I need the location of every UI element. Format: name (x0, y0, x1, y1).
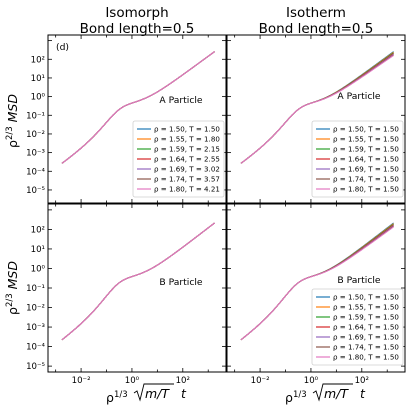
column-title-right-line2: Bond length=0.5 (259, 21, 374, 37)
y-tick-label: 10⁻⁴ (26, 343, 45, 353)
svg-text:ρ2/3 MSD: ρ2/3 MSD (5, 94, 20, 148)
legend-entry: ρ = 1.69, T = 3.02 (154, 165, 220, 174)
xlabel-tail: t (360, 386, 366, 401)
x-tick-label: 10² (176, 376, 190, 386)
xlabel-rad: m/T (324, 386, 349, 401)
legend-entry: ρ = 1.55, T = 1.50 (333, 303, 399, 312)
particle-label: B Particle (337, 275, 381, 286)
xlabel-base: ρ (285, 390, 293, 405)
y-axis-label-bottom: ρ2/3 MSD (5, 261, 20, 315)
x-tick-label: 10⁻² (251, 376, 270, 386)
series-line (240, 54, 394, 164)
ylabel-tail: MSD (5, 94, 20, 123)
y-tick-label: 10⁻⁴ (26, 167, 45, 177)
legend-entry: ρ = 1.74, T = 1.50 (333, 175, 399, 184)
particle-label: A Particle (159, 95, 202, 106)
y-tick-label: 10⁻¹ (26, 284, 45, 294)
y-tick-label: 10⁻² (26, 304, 45, 314)
x-tick-label: 10⁰ (304, 376, 319, 386)
xlabel-rad: m/T (145, 386, 170, 401)
y-tick-label: 10⁻³ (26, 323, 45, 333)
legend-entry: ρ = 1.59, T = 1.50 (333, 145, 399, 154)
axes-frame (226, 34, 406, 204)
panel-top-right: A Particle ρ = 1.50, T = 1.50ρ = 1.55, T … (226, 34, 406, 204)
legend-box (311, 288, 404, 366)
legend-entry: ρ = 1.59, T = 1.50 (333, 313, 399, 322)
ylabel-exp: 2/3 (5, 126, 15, 140)
x-tick-label: 10⁰ (125, 376, 140, 386)
y-tick-label: 10⁻⁵ (26, 186, 45, 196)
legend-entry: ρ = 1.64, T = 2.55 (154, 155, 220, 164)
svg-text:ρ2/3 MSD: ρ2/3 MSD (5, 261, 20, 315)
legend-box (311, 120, 404, 198)
legend-entry: ρ = 1.74, T = 1.50 (333, 343, 399, 352)
y-tick-label: 10⁰ (31, 93, 46, 103)
column-title-left-line2: Bond length=0.5 (80, 21, 195, 37)
svg-text:ρ1/3: ρ1/3 (106, 390, 128, 405)
column-title-right-line1: Isotherm (286, 5, 346, 21)
y-tick-label: 10¹ (31, 74, 45, 84)
legend-entry: ρ = 1.50, T = 1.50 (333, 293, 399, 302)
xlabel-exp: 1/3 (114, 390, 128, 400)
particle-label: A Particle (337, 91, 380, 102)
y-tick-label: 10⁻³ (26, 149, 45, 159)
svg-text:ρ1/3: ρ1/3 (285, 390, 307, 405)
legend-entry: ρ = 1.80, T = 1.50 (333, 185, 399, 194)
x-tick-label: 10⁻² (72, 376, 91, 386)
axes-frame (47, 34, 227, 204)
legend-entry: ρ = 1.80, T = 1.50 (333, 353, 399, 362)
y-axis-label-top: ρ2/3 MSD (5, 94, 20, 148)
column-title-left-line1: Isomorph (105, 5, 168, 21)
panel-bottom-left: 10⁻⁵ 10⁻⁴ 10⁻³ 10⁻² 10⁻¹ 10⁰ 10¹ 10² 10⁻² 10⁰ 10² B… (26, 203, 227, 386)
y-tick-label: 10⁰ (31, 264, 46, 274)
xlabel-base: ρ (106, 390, 114, 405)
particle-label: B Particle (159, 277, 203, 288)
y-tick-label: 10² (31, 55, 45, 65)
y-tick-label: 10² (31, 225, 45, 235)
legend-entry: ρ = 1.64, T = 1.50 (333, 155, 399, 164)
y-tick-label: 10⁻⁵ (26, 362, 45, 372)
series-line (240, 226, 394, 341)
series-line (61, 222, 215, 341)
legend-entry: ρ = 1.69, T = 1.50 (333, 333, 399, 342)
series-line (61, 51, 215, 164)
legend-entry: ρ = 1.69, T = 1.50 (333, 165, 399, 174)
legend-box (132, 120, 225, 198)
xlabel-exp: 1/3 (293, 390, 307, 400)
legend-entry: ρ = 1.50, T = 1.50 (154, 125, 220, 134)
ylabel-base: ρ (5, 307, 20, 315)
x-axis-label-left: ρ1/3 m/T t (106, 383, 187, 405)
legend-entry: ρ = 1.64, T = 1.50 (333, 323, 399, 332)
ylabel-tail: MSD (5, 261, 20, 290)
legend-entry: ρ = 1.50, T = 1.50 (333, 125, 399, 134)
panel-top-left: 10⁻⁵ 10⁻⁴ 10⁻³ 10⁻² 10⁻¹ 10⁰ 10¹ 10² (d) A Partic… (26, 34, 227, 204)
y-tick-label: 10⁻¹ (26, 111, 45, 121)
legend-entry: ρ = 1.55, T = 1.80 (154, 135, 220, 144)
y-tick-label: 10⁻² (26, 130, 45, 140)
legend-entry: ρ = 1.74, T = 3.57 (154, 175, 220, 184)
x-tick-label: 10² (355, 376, 369, 386)
x-axis-label-right: ρ1/3 m/T t (285, 383, 366, 405)
axes-frame (47, 203, 227, 373)
panel-letter: (d) (56, 42, 69, 53)
ylabel-exp: 2/3 (5, 293, 15, 307)
legend-entry: ρ = 1.59, T = 2.15 (154, 145, 220, 154)
legend-entry: ρ = 1.80, T = 4.21 (154, 185, 220, 194)
xlabel-tail: t (181, 386, 187, 401)
ylabel-base: ρ (5, 140, 20, 148)
legend-entry: ρ = 1.55, T = 1.50 (333, 135, 399, 144)
y-tick-label: 10¹ (31, 245, 45, 255)
